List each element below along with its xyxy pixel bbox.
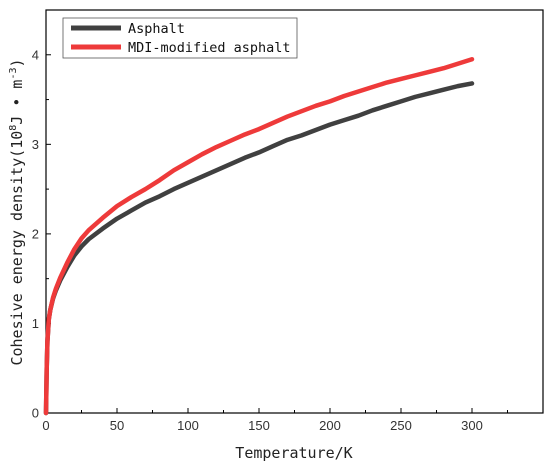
legend-label-mdi-modified-asphalt: MDI-modified asphalt: [128, 40, 291, 56]
series-line-asphalt: [43, 81, 475, 416]
y-axis-title-suffix: ): [8, 58, 26, 67]
y-tick-label-3: 3: [32, 137, 39, 152]
y-axis-title-exp1: 8: [8, 125, 19, 131]
y-tick-label-0: 0: [32, 406, 39, 421]
y-tick-label-2: 2: [32, 226, 39, 241]
x-tick-label-0: 0: [42, 418, 49, 433]
x-tick-label-200: 200: [319, 418, 341, 433]
x-axis-title: Temperature/K: [235, 444, 352, 462]
y-tick-label-1: 1: [32, 316, 39, 331]
plot-frame: [45, 9, 544, 414]
x-tick-label-300: 300: [461, 418, 483, 433]
x-tick-label-100: 100: [177, 418, 199, 433]
y-axis-title-exp2: -3: [8, 67, 19, 79]
series-layer: [43, 57, 475, 416]
y-tick-label-4: 4: [32, 47, 39, 62]
y-axis-title: Cohesive energy density(108J • m-3): [8, 58, 26, 365]
series-line-mdi-modified-asphalt: [43, 57, 475, 416]
axis-ticks: 0 50 100 150 200 250 300 0 1 2 3 4: [32, 47, 508, 433]
y-axis-title-prefix: Cohesive energy density(10: [8, 131, 26, 366]
x-tick-label-250: 250: [390, 418, 412, 433]
x-tick-label-50: 50: [110, 418, 124, 433]
legend: Asphalt MDI-modified asphalt: [62, 17, 298, 59]
legend-box: [62, 17, 298, 59]
y-axis-title-middle: J • m: [8, 80, 26, 125]
legend-label-asphalt: Asphalt: [128, 21, 185, 37]
x-tick-label-150: 150: [248, 418, 270, 433]
